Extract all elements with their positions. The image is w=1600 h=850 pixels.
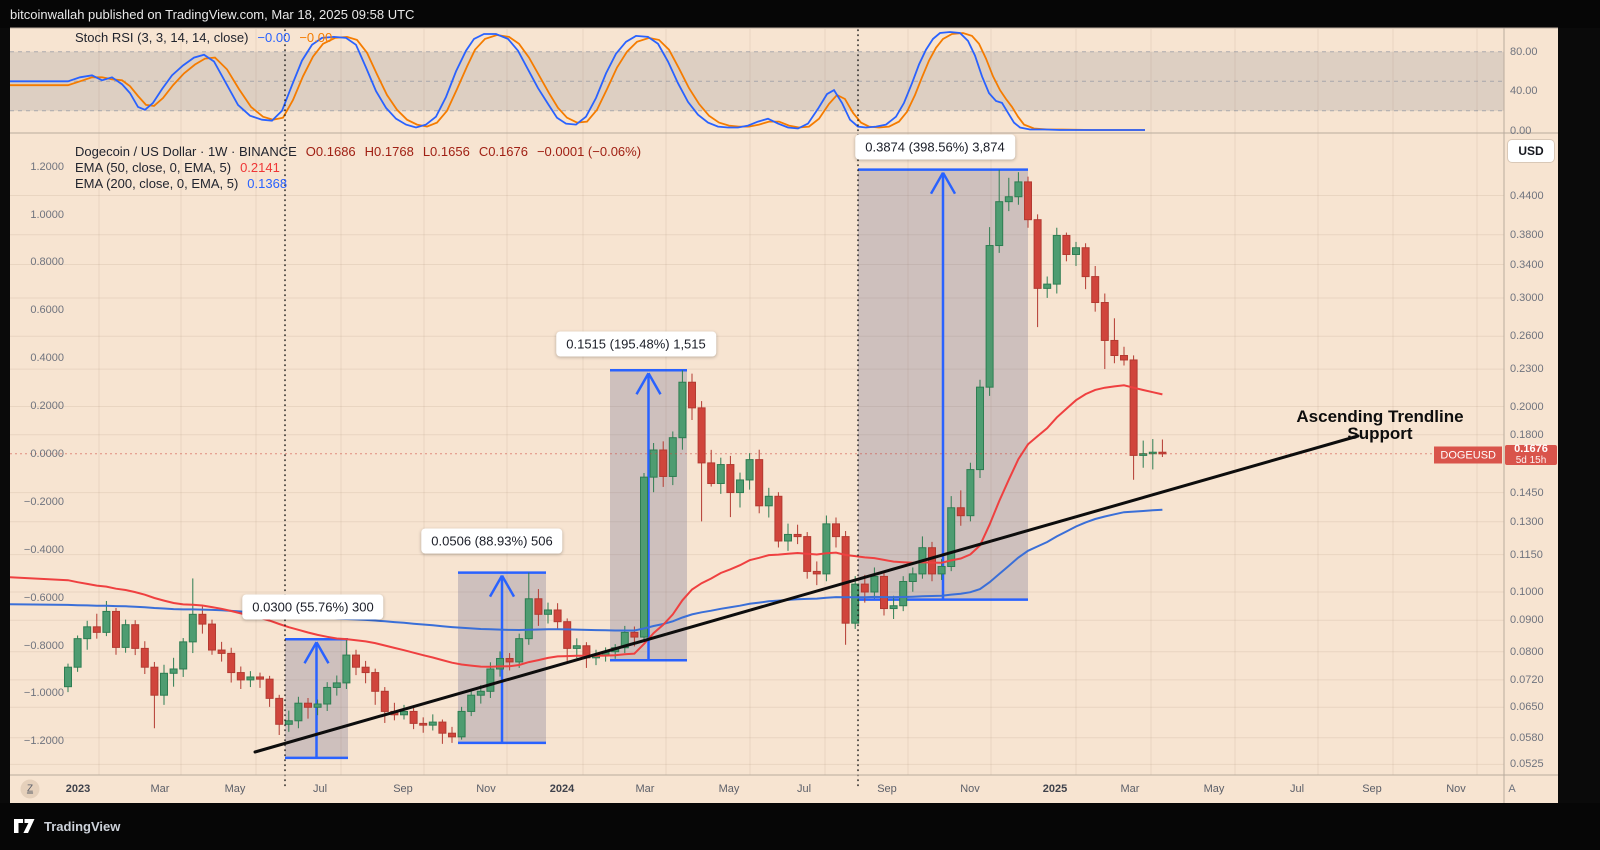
stoch-axis-tick: 40.00 xyxy=(1510,85,1538,98)
symbol-price-flag[interactable]: DOGEUSD xyxy=(1434,446,1502,464)
time-axis-tick: 2023 xyxy=(65,783,91,795)
left-axis-tick: 0.0000 xyxy=(30,448,64,460)
time-axis-tick: Nov xyxy=(1446,783,1466,795)
stoch-d-value: −0.00 xyxy=(299,30,333,45)
stoch-axis-tick: 80.00 xyxy=(1510,45,1538,58)
ema200-value: 0.1368 xyxy=(247,176,288,191)
timezone-button-label: Z xyxy=(26,783,34,795)
ema50-legend[interactable]: EMA (50, close, 0, EMA, 5) 0.2141 xyxy=(75,160,280,175)
time-axis-tick: May xyxy=(1203,783,1225,795)
ema200-title: EMA (200, close, 0, EMA, 5) xyxy=(75,176,239,191)
annotation-line1: Ascending Trendline xyxy=(1296,407,1464,426)
ema50-value: 0.2141 xyxy=(240,160,280,175)
time-axis-tick: Mar xyxy=(150,783,170,795)
left-axis-tick: 0.2000 xyxy=(30,400,64,413)
right-axis-tick: 0.0650 xyxy=(1510,701,1544,714)
symbol-flag-label: DOGEUSD xyxy=(1440,449,1496,461)
symbol-title: Dogecoin / US Dollar · 1W · BINANCE xyxy=(75,144,297,159)
symbol-legend[interactable]: Dogecoin / US Dollar · 1W · BINANCE O0.1… xyxy=(75,144,641,159)
left-axis-tick: −0.2000 xyxy=(23,495,64,508)
right-axis-tick: 0.2000 xyxy=(1510,400,1544,413)
measure-label[interactable]: 0.0300 (55.76%) 300 xyxy=(242,594,384,620)
auto-scale-button[interactable]: A xyxy=(1508,783,1515,795)
left-axis-tick: −0.8000 xyxy=(23,639,64,652)
high-value: H0.1768 xyxy=(364,144,414,159)
left-axis-tick: −0.6000 xyxy=(23,591,64,604)
last-price-label[interactable]: 0.1676 5d 15h xyxy=(1505,443,1557,466)
left-axis-tick: −0.4000 xyxy=(23,543,64,556)
low-value: L0.1656 xyxy=(422,144,470,159)
right-axis-tick: 0.1000 xyxy=(1510,586,1544,598)
right-axis-tick: 0.2600 xyxy=(1510,330,1544,343)
tradingview-logo-text[interactable]: TradingView xyxy=(44,819,121,834)
measure-label[interactable]: 0.1515 (195.48%) 1,515 xyxy=(556,331,716,357)
left-axis-tick: 1.2000 xyxy=(30,160,64,173)
measure-label[interactable]: 0.3874 (398.56%) 3,874 xyxy=(855,134,1015,160)
time-axis-tick: Mar xyxy=(635,783,655,795)
left-axis-tick: −1.0000 xyxy=(23,687,64,700)
time-axis-tick: Sep xyxy=(393,783,413,795)
publish-title: bitcoinwallah published on TradingView.c… xyxy=(10,6,415,22)
right-axis-tick: 0.3800 xyxy=(1510,228,1544,241)
stoch-k-value: −0.00 xyxy=(257,30,291,45)
right-axis-tick: 0.0580 xyxy=(1510,731,1544,744)
time-axis-tick: Jul xyxy=(1289,783,1305,795)
change-value: −0.0001 (−0.06%) xyxy=(536,144,642,159)
stoch-rsi-legend[interactable]: Stoch RSI (3, 3, 14, 14, close) −0.00 −0… xyxy=(75,30,332,45)
time-axis-tick: Mar xyxy=(1120,783,1140,795)
left-axis-tick: 1.0000 xyxy=(30,208,64,221)
right-axis-tick: 0.0800 xyxy=(1510,645,1544,658)
left-axis-tick: 0.6000 xyxy=(30,304,64,317)
left-axis-tick: 0.4000 xyxy=(30,352,64,365)
right-axis-tick: 0.1150 xyxy=(1510,548,1543,561)
right-axis-tick: 0.0900 xyxy=(1510,614,1544,627)
right-axis-tick: 0.2300 xyxy=(1510,363,1544,376)
right-axis-tick: 0.1450 xyxy=(1510,486,1544,499)
time-axis-tick: Nov xyxy=(960,783,980,795)
currency-usd-button[interactable]: USD xyxy=(1508,140,1554,162)
left-axis-tick: 0.8000 xyxy=(30,256,64,269)
right-axis-tick: 0.3000 xyxy=(1510,292,1544,304)
stoch-axis-tick: 0.00 xyxy=(1510,124,1532,137)
ohlc-values: O0.1686 H0.1768 L0.1656 C0.1676 −0.0001 … xyxy=(306,144,641,159)
time-axis-tick: May xyxy=(224,783,246,795)
candle-countdown: 5d 15h xyxy=(1515,455,1547,466)
right-axis-tick: 0.4400 xyxy=(1510,189,1544,202)
time-axis-tick: Jul xyxy=(796,783,812,795)
publish-title-bar: bitcoinwallah published on TradingView.c… xyxy=(0,0,1600,28)
time-axis-tick: Sep xyxy=(877,783,897,795)
right-axis-tick: 0.1300 xyxy=(1510,515,1544,528)
open-value: O0.1686 xyxy=(305,144,356,159)
stoch-rsi-title: Stoch RSI (3, 3, 14, 14, close) xyxy=(75,30,249,45)
ema200-legend[interactable]: EMA (200, close, 0, EMA, 5) 0.1368 xyxy=(75,176,287,191)
time-axis-tick: Jul xyxy=(312,783,328,795)
trendline-annotation[interactable]: Ascending Trendline Support xyxy=(1296,408,1463,442)
right-axis-tick: 0.0525 xyxy=(1510,758,1544,771)
last-price-value: 0.1676 xyxy=(1514,443,1548,455)
usd-button-label: USD xyxy=(1518,144,1544,158)
ema50-title: EMA (50, close, 0, EMA, 5) xyxy=(75,160,232,175)
footer-bar: TradingView xyxy=(0,803,1600,850)
time-axis-tick: 2024 xyxy=(549,783,575,795)
time-axis-tick: 2025 xyxy=(1042,783,1068,795)
right-axis-tick: 0.1800 xyxy=(1510,428,1544,441)
time-axis-tick: Sep xyxy=(1362,783,1382,795)
close-value: C0.1676 xyxy=(478,144,528,159)
time-axis-tick: Nov xyxy=(476,783,496,795)
auto-scale-label: A xyxy=(1508,783,1516,795)
tradingview-logo-icon[interactable] xyxy=(14,819,36,834)
right-axis-tick: 0.0720 xyxy=(1510,673,1544,686)
right-axis-tick: 0.3400 xyxy=(1510,258,1544,271)
annotation-line2: Support xyxy=(1347,424,1413,443)
time-axis-tick: May xyxy=(718,783,740,795)
left-axis-tick: −1.2000 xyxy=(23,735,64,748)
timezone-button[interactable]: Z xyxy=(20,779,40,799)
measure-label[interactable]: 0.0506 (88.93%) 506 xyxy=(421,528,563,554)
